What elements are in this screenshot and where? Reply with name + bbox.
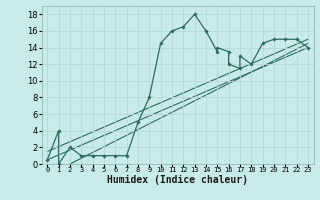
X-axis label: Humidex (Indice chaleur): Humidex (Indice chaleur): [107, 175, 248, 185]
